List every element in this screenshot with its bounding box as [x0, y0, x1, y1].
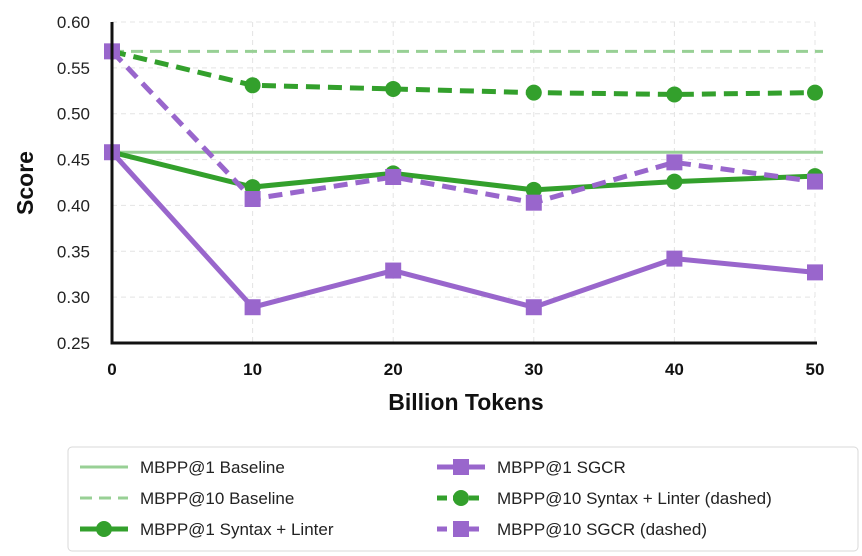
- legend-label: MBPP@1 SGCR: [497, 458, 626, 477]
- series-line: [110, 150, 816, 310]
- data-point: [244, 299, 261, 316]
- x-tick-label: 30: [524, 360, 543, 379]
- y-axis-title: Score: [12, 151, 38, 215]
- y-tick-label: 0.30: [57, 288, 90, 307]
- x-tick-label: 40: [665, 360, 684, 379]
- data-point: [96, 521, 112, 537]
- x-tick-label: 10: [243, 360, 262, 379]
- legend-item: MBPP@1 Baseline: [80, 458, 285, 477]
- x-tick-label: 50: [806, 360, 825, 379]
- x-tick-label: 20: [384, 360, 403, 379]
- legend-label: MBPP@10 SGCR (dashed): [497, 520, 707, 539]
- y-tick-label: 0.45: [57, 151, 90, 170]
- series-line: [111, 48, 816, 97]
- series-mbpp-10-sgcr-dashed: [104, 43, 823, 211]
- legend-label: MBPP@10 Syntax + Linter (dashed): [497, 489, 772, 508]
- data-point: [666, 173, 683, 190]
- data-point: [807, 84, 823, 101]
- data-point: [807, 173, 823, 190]
- data-point: [453, 521, 469, 537]
- legend-item: MBPP@10 SGCR (dashed): [437, 520, 707, 539]
- legend-item: MBPP@10 Baseline: [80, 489, 294, 508]
- legend-label: MBPP@1 Syntax + Linter: [140, 520, 334, 539]
- data-point: [385, 168, 402, 185]
- grid: [111, 21, 816, 344]
- y-tick-label: 0.60: [57, 13, 90, 32]
- legend: MBPP@1 Baseline MBPP@1 SGCR MBPP@10 Baseli…: [67, 446, 859, 552]
- legend-item: MBPP@1 Syntax + Linter: [80, 520, 334, 539]
- data-point: [385, 80, 402, 97]
- x-tick-label: 0: [107, 360, 116, 379]
- data-point: [453, 490, 469, 506]
- series-mbpp-1-sgcr: [104, 144, 823, 316]
- y-tick-label: 0.55: [57, 59, 90, 78]
- legend-item: MBPP@1 SGCR: [437, 458, 626, 477]
- series-layer: [104, 43, 823, 316]
- data-point: [244, 77, 261, 94]
- x-axis-title: Billion Tokens: [388, 389, 543, 415]
- data-point: [666, 154, 683, 171]
- y-tick-label: 0.35: [57, 242, 90, 261]
- legend-label: MBPP@1 Baseline: [140, 458, 285, 477]
- data-point: [666, 250, 683, 267]
- data-point: [807, 264, 823, 281]
- tick-labels: 0.25 0.30 0.35 0.40 0.45 0.50 0.55 0.60 0 10 20 30 4…: [57, 13, 825, 379]
- data-point: [525, 194, 542, 211]
- series-line: [111, 149, 816, 193]
- y-tick-label: 0.40: [57, 196, 90, 215]
- data-point: [525, 84, 542, 101]
- data-point: [525, 299, 542, 316]
- data-point: [666, 86, 683, 103]
- data-point: [385, 262, 402, 279]
- data-point: [525, 181, 542, 198]
- y-tick-label: 0.50: [57, 105, 90, 124]
- axes: [110, 22, 817, 345]
- legend-item: MBPP@10 Syntax + Linter (dashed): [437, 489, 772, 508]
- legend-label: MBPP@10 Baseline: [140, 489, 294, 508]
- data-point: [453, 459, 469, 475]
- y-tick-label: 0.25: [57, 334, 90, 353]
- data-point: [244, 191, 261, 208]
